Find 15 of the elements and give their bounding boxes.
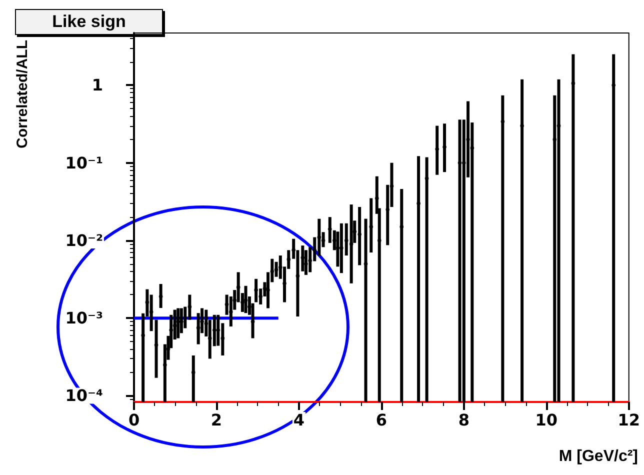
x-tick-label: 2 bbox=[210, 410, 222, 430]
x-tick-label: 8 bbox=[458, 410, 470, 430]
x-tick-label: 10 bbox=[535, 410, 558, 430]
x-tick-label: 12 bbox=[618, 410, 640, 430]
y-axis-title: Correlated/ALL bbox=[14, 40, 31, 150]
y-tick-label: 10⁻⁴ bbox=[65, 386, 103, 406]
x-tick-label: 0 bbox=[128, 410, 140, 430]
y-tick-label: 10⁻¹ bbox=[65, 153, 103, 172]
x-axis-title: M [GeV/c²] bbox=[558, 448, 638, 466]
y-tick-label: 10⁻³ bbox=[65, 308, 103, 328]
title-box: Like sign bbox=[15, 9, 163, 35]
y-tick-label: 1 bbox=[92, 76, 103, 95]
x-tick-label: 4 bbox=[293, 410, 305, 430]
x-tick-label: 6 bbox=[376, 410, 388, 430]
y-tick-label: 10⁻² bbox=[65, 230, 103, 250]
